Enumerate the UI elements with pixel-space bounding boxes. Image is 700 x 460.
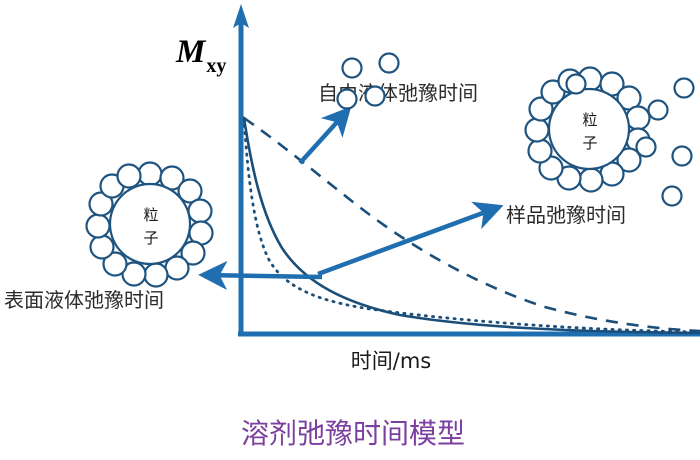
free-molecule [661,185,683,207]
y-axis-arrowhead [233,4,249,28]
free-molecule [565,73,587,95]
free-molecule [671,145,693,167]
annotation-surface-liquid: 表面液体弛豫时间 [4,288,164,312]
particle-right-core [547,87,631,171]
particle-left-label-line1: 粒 [143,206,158,224]
particle-left-label-line2: 子 [143,229,158,247]
particle-left-shell [85,161,214,288]
x-axis-label: 时间/ms [351,349,431,373]
free-molecule [341,57,363,79]
free-molecules-top [336,52,400,110]
particle-left: 粒 子 [85,161,214,288]
free-molecule [336,88,358,110]
arrow-sample [317,201,504,277]
free-molecule [673,77,695,99]
free-molecule [635,136,657,158]
curve-free-liquid [243,116,700,333]
curves-group [242,116,700,335]
particle-right-label-line2: 子 [582,134,597,152]
figure-title: 溶剂弛豫时间模型 [241,417,465,450]
particle-right: 粒 子 [524,66,651,193]
free-molecule [378,52,400,74]
y-axis-label: Mxy [175,34,226,77]
particle-right-shell [524,66,651,193]
axes-group [233,4,700,337]
y-axis-label-main: M [175,34,207,70]
curve-surface-liquid [242,116,700,334]
arrow-surface-liquid [198,260,323,291]
particle-left-core [108,182,192,266]
y-axis-label-subscript: xy [206,55,226,77]
arrows-group [198,106,504,291]
annotation-sample: 样品弛豫时间 [506,203,626,227]
free-molecule [647,99,669,121]
free-molecule [364,85,386,107]
particle-right-label-line1: 粒 [582,111,597,129]
arrow-free-liquid [298,106,352,165]
curve-sample [242,117,700,335]
free-molecules-right [565,73,695,207]
